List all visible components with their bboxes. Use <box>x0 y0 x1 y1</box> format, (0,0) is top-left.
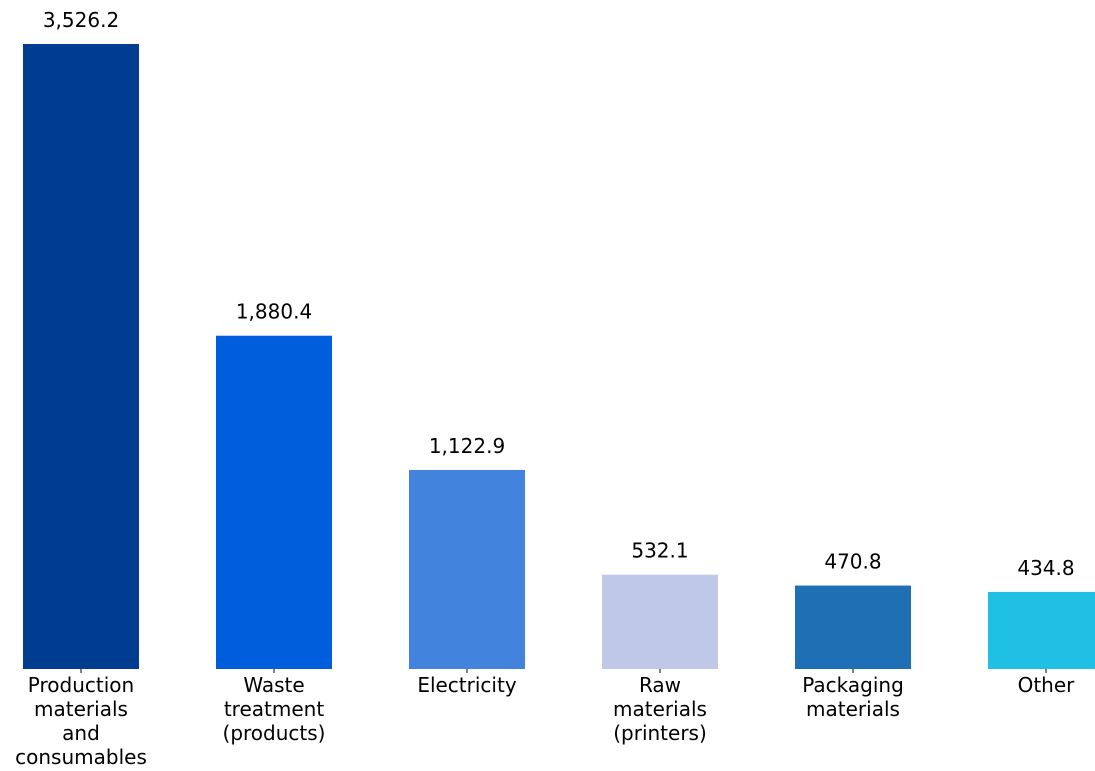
category-label-3-line-2: (printers) <box>613 721 707 745</box>
bars <box>23 44 1095 669</box>
value-label-1: 1,880.4 <box>236 300 312 324</box>
category-label-0-line-0: Production <box>28 673 134 697</box>
category-label-1-line-2: (products) <box>223 721 326 745</box>
category-label-1-line-0: Waste <box>243 673 304 697</box>
category-label-2: Electricity <box>417 673 517 697</box>
category-label-0-line-1: materials <box>34 697 128 721</box>
x-axis-ticks <box>80 669 1047 673</box>
bar-5 <box>988 591 1095 669</box>
category-label-4-line-0: Packaging <box>802 673 904 697</box>
value-label-4: 470.8 <box>824 550 881 574</box>
category-label-3-line-0: Raw <box>639 673 681 697</box>
category-label-0-line-2: and <box>62 721 100 745</box>
category-label-5-line-0: Other <box>1018 673 1076 697</box>
category-label-1: Waste treatment (products) <box>223 673 326 745</box>
category-label-3-line-1: materials <box>613 697 707 721</box>
bar-0 <box>23 44 139 669</box>
bar-2 <box>409 469 525 669</box>
category-label-1-line-1: treatment <box>224 697 324 721</box>
bar-1 <box>216 335 332 669</box>
bar-3 <box>602 574 718 669</box>
category-label-5: Other <box>1018 673 1076 697</box>
category-label-3: Raw materials (printers) <box>613 673 707 745</box>
value-label-0: 3,526.2 <box>43 8 119 32</box>
value-label-2: 1,122.9 <box>429 434 505 458</box>
category-label-0-line-3: consumables <box>15 745 147 769</box>
value-label-5: 434.8 <box>1017 556 1074 580</box>
bar-4 <box>795 585 911 669</box>
category-label-2-line-0: Electricity <box>417 673 517 697</box>
category-label-4: Packaging materials <box>802 673 904 721</box>
value-labels: 3,526.2 1,880.4 1,122.9 532.1 470.8 434.8 <box>43 8 1075 580</box>
value-label-3: 532.1 <box>631 539 688 563</box>
category-label-4-line-1: materials <box>806 697 900 721</box>
category-label-0: Production materials and consumables <box>15 673 147 769</box>
